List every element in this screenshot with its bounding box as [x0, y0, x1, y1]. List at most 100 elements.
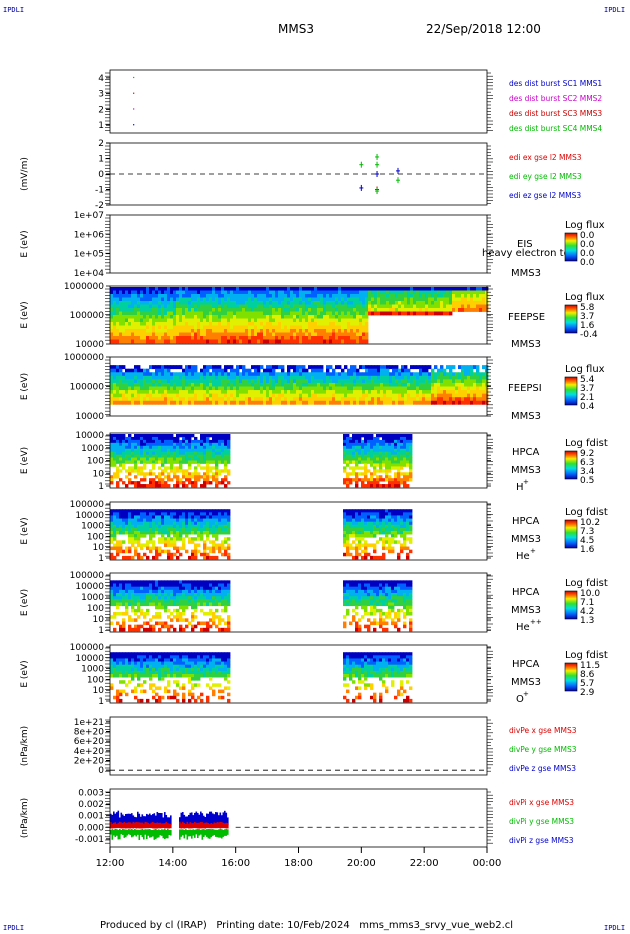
feepse-cell	[209, 312, 212, 316]
feepse-cell	[263, 308, 266, 312]
feepse-cell	[314, 305, 317, 309]
feepse-cell	[248, 294, 251, 298]
hpca-h-cell	[400, 452, 403, 455]
hpca-h-cell	[343, 437, 346, 440]
feepse-cell	[164, 322, 167, 326]
feepse-cell	[152, 326, 155, 330]
feepsi-cell	[464, 387, 467, 391]
feepse-cell	[158, 333, 161, 337]
hpca-he1-cell	[346, 512, 349, 516]
hpca-h-cell	[194, 466, 197, 469]
feepsi-cell	[275, 376, 278, 380]
feepse-cell	[260, 305, 263, 309]
hpca-h-cell	[140, 466, 143, 469]
feepsi-cell	[296, 365, 299, 369]
feepse-cell	[299, 336, 302, 340]
feepse-cell	[314, 287, 317, 291]
feepse-cell	[272, 329, 275, 333]
feepse-cell	[200, 291, 203, 295]
feepsi-cell	[332, 390, 335, 394]
feepsi-cell	[299, 379, 302, 383]
feepsi-cell	[317, 397, 320, 401]
hpca-he1-cell	[122, 515, 125, 519]
hpca-h-cell	[134, 443, 137, 446]
feepse-cell	[326, 319, 329, 323]
hpca-h-cell	[140, 446, 143, 449]
hpca-he1-cell	[200, 522, 203, 526]
feepse-cell	[113, 287, 116, 291]
feepsi-cell	[410, 387, 413, 391]
feepse-cell	[422, 294, 425, 298]
eis-ytick-label: 1e+04	[74, 269, 105, 279]
feepsi-cell	[449, 379, 452, 383]
feepsi-cell	[221, 390, 224, 394]
feepsi-cell	[470, 365, 473, 369]
hpca-h-cell	[364, 461, 367, 464]
feepse-cell	[326, 333, 329, 337]
hpca-he1-cell	[215, 509, 218, 513]
feepse-cell	[119, 305, 122, 309]
feepsi-cell	[287, 365, 290, 369]
feepsi-cell	[266, 379, 269, 383]
hpca-he1-cell	[203, 556, 206, 560]
feepse-cell	[224, 301, 227, 305]
hpca-h-cell	[116, 461, 119, 464]
feepsi-cell	[416, 379, 419, 383]
feepsi-cell	[458, 376, 461, 380]
hpca-h-cell	[385, 475, 388, 478]
feepsi-cell	[317, 401, 320, 405]
hpca-he1-cell	[158, 509, 161, 513]
hpca-he1-cell	[110, 519, 113, 523]
feepse-cell	[221, 294, 224, 298]
hpca-h-cell	[128, 449, 131, 452]
feepse-cell	[164, 298, 167, 302]
feepsi-cell	[185, 372, 188, 376]
feepse-cell	[260, 326, 263, 330]
hpca-h-cell	[116, 446, 119, 449]
feepse-cell	[113, 326, 116, 330]
feepsi-cell	[425, 394, 428, 398]
feepsi-cell	[389, 372, 392, 376]
hpca-he1-cell	[388, 515, 391, 519]
feepsi-cell	[476, 387, 479, 391]
feepsi-cell	[479, 383, 482, 387]
hpca-h-cell	[191, 461, 194, 464]
feepsi-cell	[230, 397, 233, 401]
feepse-cell	[299, 326, 302, 330]
hpca-he1-cell	[379, 512, 382, 516]
feepse-cell	[230, 287, 233, 291]
hpca-h-cell	[379, 475, 382, 478]
feepsi-cell	[281, 401, 284, 405]
feepsi-cell	[302, 365, 305, 369]
feepsi-cell	[449, 369, 452, 373]
hpca-h-cell	[391, 440, 394, 443]
feepsi-cell	[125, 397, 128, 401]
feepse-cell	[308, 291, 311, 295]
feepsi-cell	[350, 387, 353, 391]
feepse-cell	[134, 287, 137, 291]
hpca-he1-cell	[385, 512, 388, 516]
feepse-cell	[377, 301, 380, 305]
feepse-cell	[293, 291, 296, 295]
hpca-h-cell	[224, 461, 227, 464]
hpca-h-cell	[176, 478, 179, 481]
feepsi-cell	[293, 376, 296, 380]
feepse-cell	[197, 287, 200, 291]
hpca-h-cell	[406, 458, 409, 461]
feepsi-cell	[191, 397, 194, 401]
hpca-he1-cell	[119, 531, 122, 535]
feepsi-cell	[134, 397, 137, 401]
hpca-h-cell	[158, 437, 161, 440]
feepse-cell	[356, 333, 359, 337]
hpca-h-cell	[406, 446, 409, 449]
feepse-cell	[272, 298, 275, 302]
hpca-h-cell	[382, 463, 385, 466]
hpca-he1-cell	[182, 509, 185, 513]
hpca-h-cell	[197, 446, 200, 449]
feepse-cell	[455, 301, 458, 305]
hpca-he1-cell	[358, 534, 361, 538]
feepsi-cell	[380, 387, 383, 391]
feepse-cell	[266, 294, 269, 298]
feepse-cell	[119, 298, 122, 302]
hpca-he1-cell	[194, 515, 197, 519]
